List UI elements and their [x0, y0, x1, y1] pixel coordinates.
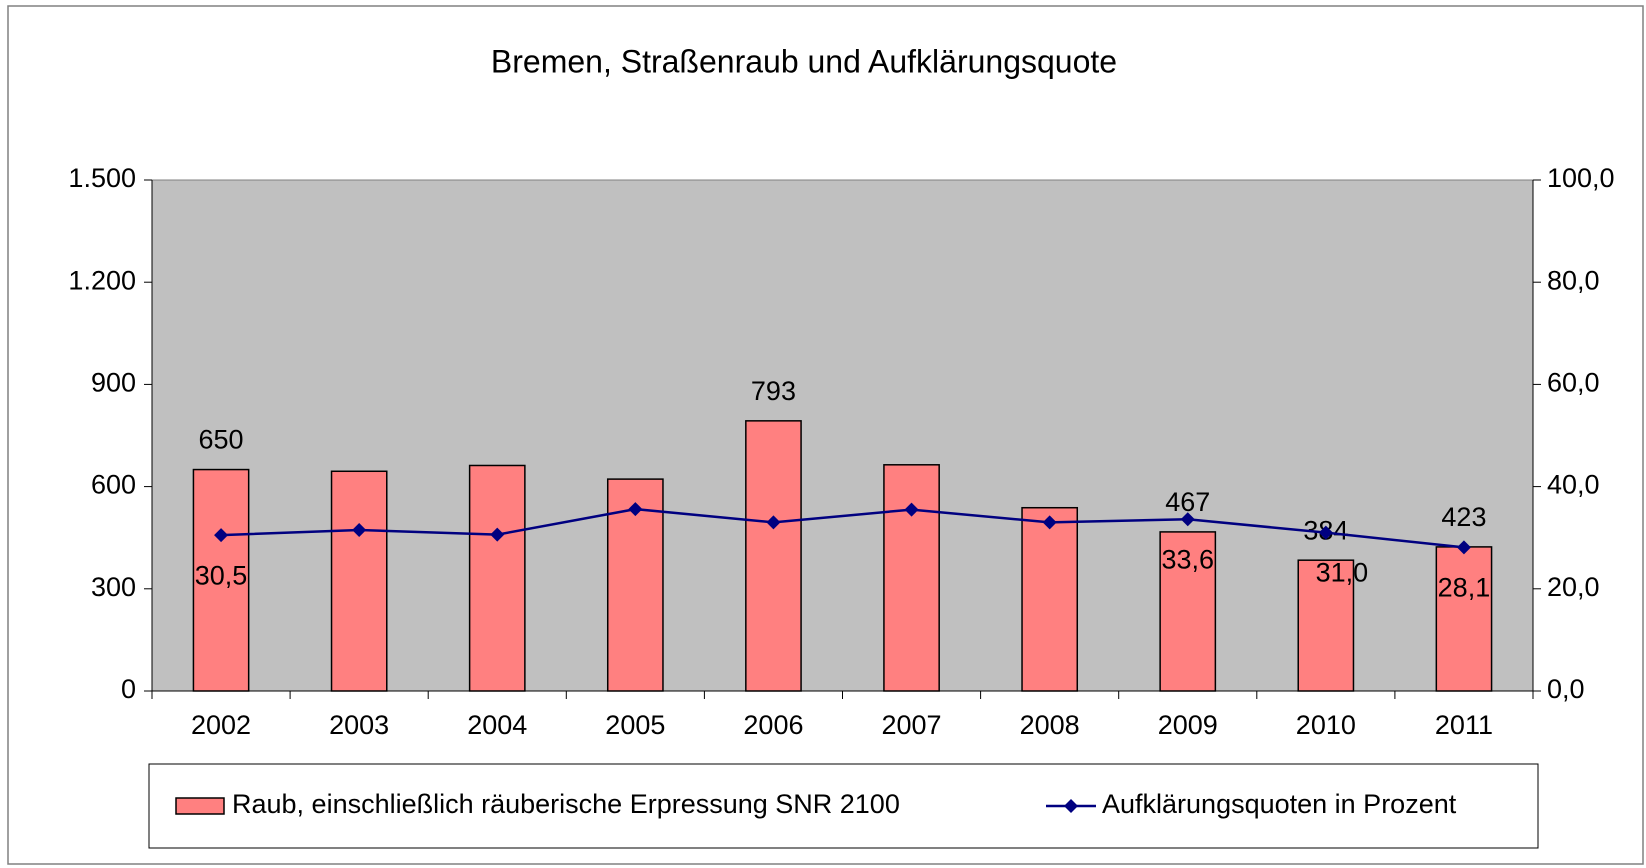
legend-marker — [1064, 799, 1078, 813]
x-tick-label: 2003 — [329, 710, 389, 740]
legend-label: Raub, einschließlich räuberische Erpress… — [232, 789, 900, 819]
bar — [468, 464, 526, 692]
bar — [1435, 546, 1493, 692]
x-tick-label: 2008 — [1020, 710, 1080, 740]
line-marker — [1456, 540, 1471, 555]
y2-tick-label: 60,0 — [1547, 368, 1600, 398]
line-marker — [214, 528, 229, 543]
line-marker — [1318, 525, 1333, 540]
line — [221, 507, 1465, 549]
line-marker — [1042, 515, 1057, 530]
x-tick-label: 2006 — [743, 710, 803, 740]
x-tick-label: 2010 — [1296, 710, 1356, 740]
bar — [330, 470, 388, 692]
y-tick-label: 0 — [121, 674, 136, 704]
y2-tick-label: 100,0 — [1547, 163, 1615, 193]
line-marker — [490, 527, 505, 542]
line-marker — [1180, 512, 1195, 527]
x-tick-label: 2009 — [1158, 710, 1218, 740]
bar — [1159, 531, 1217, 692]
x-tick-label: 2005 — [605, 710, 665, 740]
line-value-label: 31,0 — [1316, 558, 1369, 588]
y2-tick-label: 0,0 — [1547, 674, 1585, 704]
bar-value-label: 793 — [751, 376, 796, 406]
line-marker — [352, 523, 367, 538]
bar — [745, 420, 802, 692]
bar-value-label: 467 — [1165, 487, 1210, 517]
bar — [192, 468, 250, 692]
legend-label: Aufklärungsquoten in Prozent — [1102, 789, 1457, 819]
legend-box — [148, 763, 1539, 849]
line-value-label: 30,5 — [195, 560, 248, 590]
y-tick-label: 1.200 — [68, 265, 136, 295]
x-tick-label: 2004 — [467, 710, 527, 740]
y-tick-label: 1.500 — [68, 163, 136, 193]
bar — [1021, 506, 1079, 692]
x-tick-label: 2002 — [191, 710, 251, 740]
line-value-label: 28,1 — [1438, 573, 1491, 603]
x-tick-label: 2011 — [1435, 710, 1493, 740]
bar-value-label: 650 — [199, 425, 244, 455]
y2-tick-label: 40,0 — [1547, 470, 1600, 500]
bar — [1297, 559, 1355, 692]
y2-tick-label: 80,0 — [1547, 265, 1600, 295]
y-tick-label: 900 — [91, 368, 136, 398]
y-tick-label: 300 — [91, 572, 136, 602]
line-value-label: 33,6 — [1161, 544, 1214, 574]
y-tick-label: 600 — [91, 470, 136, 500]
bar — [883, 464, 940, 692]
y2-tick-label: 20,0 — [1547, 572, 1600, 602]
x-tick-label: 2007 — [882, 710, 942, 740]
line-marker — [628, 502, 643, 517]
chart-title: Bremen, Straßenraub und Aufklärungsquote — [491, 43, 1117, 79]
line-marker — [904, 502, 919, 517]
legend-swatch — [175, 797, 225, 815]
line-marker — [766, 515, 781, 530]
bar-value-label: 423 — [1441, 502, 1486, 532]
